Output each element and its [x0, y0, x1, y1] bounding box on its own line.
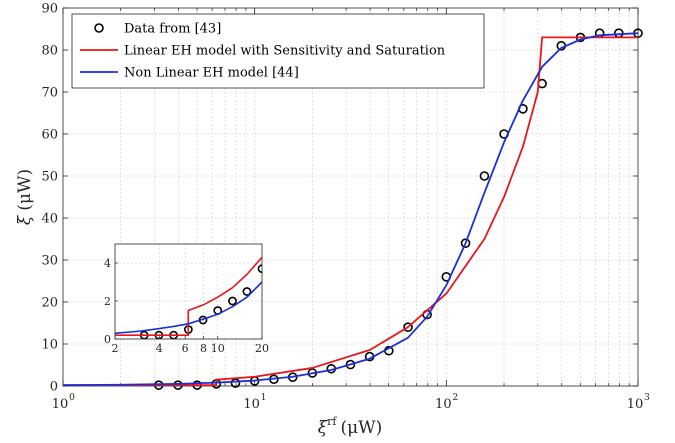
legend-label: Non Linear EH model [44]	[124, 66, 299, 81]
inset-x-tick-label: 8	[200, 342, 207, 355]
legend-entry-1: Linear EH model with Sensitivity and Sat…	[80, 44, 446, 59]
legend: Data from [43] Linear EH model with Sensi…	[71, 13, 485, 89]
plot-frame	[62, 7, 639, 387]
x-tick-label-exp: 3	[644, 393, 650, 403]
inset-x-tick-label: 20	[255, 342, 269, 355]
data-point	[228, 296, 237, 306]
y-tick-label: 10	[41, 338, 58, 353]
x-tick-label: 10 0	[52, 393, 75, 412]
legend-entry-2: Non Linear EH model [44]	[80, 66, 299, 81]
x-tick-label-exp: 2	[452, 393, 458, 403]
inset-x-tick-label: 10	[211, 342, 225, 355]
inset-x-tick-label: 2	[112, 342, 119, 355]
x-axis-label-unit: (μW)	[340, 418, 382, 438]
y-tick-label: 40	[41, 212, 58, 227]
legend-entry-0: Data from [43]	[94, 22, 221, 37]
data-point	[242, 287, 252, 296]
x-tick-label: 10 1	[243, 393, 266, 412]
data-point	[403, 322, 413, 333]
y-tick-label: 70	[41, 86, 58, 101]
y-tick-label: 30	[41, 254, 58, 269]
x-axis-label: ξrf (μW)	[318, 415, 383, 438]
inset-frame	[114, 243, 263, 340]
x-tick-label-base: 10	[243, 397, 260, 412]
y-axis-label-unit: (μW)	[15, 169, 35, 211]
inset-y-tick-label: 2	[104, 295, 111, 308]
x-tick-label-base: 10	[435, 397, 452, 412]
x-tick-label: 10 2	[435, 393, 458, 412]
y-tick-label: 60	[41, 128, 58, 143]
y-axis-label-symbol: ξ	[15, 214, 35, 225]
series-line-2	[62, 32, 639, 387]
y-tick-label: 50	[41, 170, 58, 185]
data-point	[460, 238, 471, 248]
legend-label: Linear EH model with Sensitivity and Sat…	[124, 44, 446, 59]
series-line-1	[63, 36, 638, 387]
y-tick-label: 20	[41, 296, 58, 311]
x-axis-label-sup: rf	[327, 415, 337, 428]
inset-y-tick-label: 4	[104, 257, 111, 270]
y-tick-label: 0	[50, 380, 58, 395]
x-tick-label-base: 10	[627, 397, 644, 412]
series-line-2	[115, 281, 262, 335]
legend-box	[71, 13, 485, 89]
inset-y-tick-label: 0	[104, 333, 111, 346]
y-tick-label: 80	[41, 44, 58, 59]
inset-x-tick-label: 4	[156, 342, 163, 355]
x-tick-label-exp: 1	[261, 393, 267, 403]
inset-x-tick-label: 6	[182, 342, 189, 355]
data-point	[479, 171, 490, 181]
y-tick-label: 90	[41, 2, 58, 17]
x-tick-label-exp: 0	[69, 393, 75, 403]
y-axis-label: ξ (μW)	[15, 169, 35, 225]
legend-marker	[94, 23, 104, 33]
legend-label: Data from [43]	[124, 22, 221, 37]
x-tick-label-base: 10	[52, 397, 69, 412]
series-line-1	[115, 256, 262, 337]
x-tick-label: 10 3	[627, 393, 650, 412]
x-axis-label-symbol: ξ	[318, 418, 329, 438]
data-point	[345, 359, 356, 370]
